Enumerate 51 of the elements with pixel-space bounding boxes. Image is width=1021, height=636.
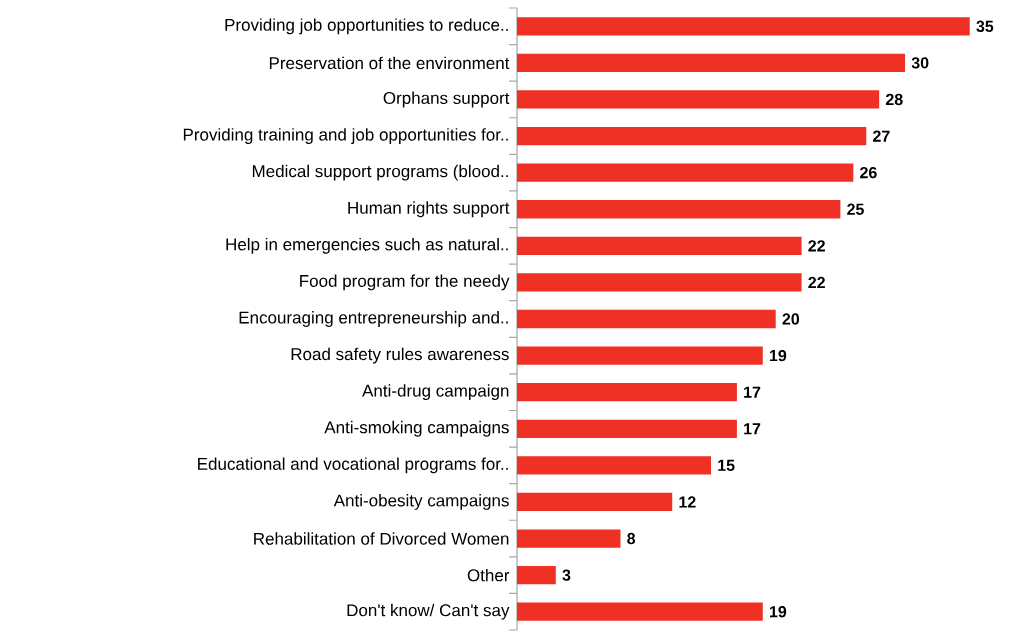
data-label: 15 xyxy=(718,459,735,471)
bar xyxy=(517,53,906,73)
bar xyxy=(517,492,673,512)
data-label: 27 xyxy=(873,130,890,142)
y-tick-label: Anti-drug campaign xyxy=(362,384,509,401)
data-label: 22 xyxy=(808,276,825,288)
bar xyxy=(517,309,776,329)
data-label: 20 xyxy=(782,313,800,325)
bar xyxy=(517,17,970,36)
y-tick-label: Food program for the needy xyxy=(300,274,510,291)
data-label: 19 xyxy=(769,606,787,618)
y-tick-label: Encouraging entrepreneurship and.. xyxy=(239,311,508,327)
y-tick-label: Providing job opportunities to reduce.. xyxy=(225,18,508,35)
bar xyxy=(517,383,737,402)
bar xyxy=(517,456,712,475)
y-tick-label: Help in emergencies such as natural.. xyxy=(226,237,508,254)
bar xyxy=(517,346,763,365)
y-tick-label: Don't know/ Can't say xyxy=(347,603,510,620)
y-tick-label: Road safety rules awareness xyxy=(291,347,509,364)
y-tick-label: Educational and vocational programs for.. xyxy=(198,457,508,474)
y-tick-label: Other xyxy=(467,568,510,582)
bar xyxy=(517,273,802,292)
bar xyxy=(517,126,867,146)
bar xyxy=(517,602,763,621)
y-tick-label: Orphans support xyxy=(383,91,510,108)
y-tick-label: Medical support programs (blood.. xyxy=(252,164,508,181)
data-label: 19 xyxy=(769,349,787,362)
bar xyxy=(517,419,737,438)
data-label: 25 xyxy=(847,203,864,215)
bar xyxy=(517,565,556,585)
y-tick-label: Human rights support xyxy=(348,201,510,218)
data-label: 8 xyxy=(627,532,636,545)
y-tick-label: Rehabilitation of Divorced Women xyxy=(254,532,509,545)
data-label: 22 xyxy=(808,240,825,252)
data-label: 30 xyxy=(911,57,929,69)
bar xyxy=(517,200,841,219)
y-tick-label: Anti-smoking campaigns xyxy=(324,420,509,437)
data-label: 17 xyxy=(744,386,761,398)
bar xyxy=(517,163,854,182)
data-label: 12 xyxy=(679,496,696,508)
y-tick-label: Preservation of the environment xyxy=(269,56,510,70)
y-tick-label: Anti-obesity campaigns xyxy=(333,494,509,510)
data-label: 28 xyxy=(885,93,903,106)
bar xyxy=(517,236,802,255)
bar xyxy=(517,90,880,109)
data-label: 26 xyxy=(860,166,877,179)
data-label: 3 xyxy=(562,569,571,581)
bar xyxy=(517,529,621,548)
data-label: 35 xyxy=(976,20,994,32)
y-tick-label: Providing training and job opportunities for.. xyxy=(183,128,508,144)
data-label: 17 xyxy=(744,423,761,435)
